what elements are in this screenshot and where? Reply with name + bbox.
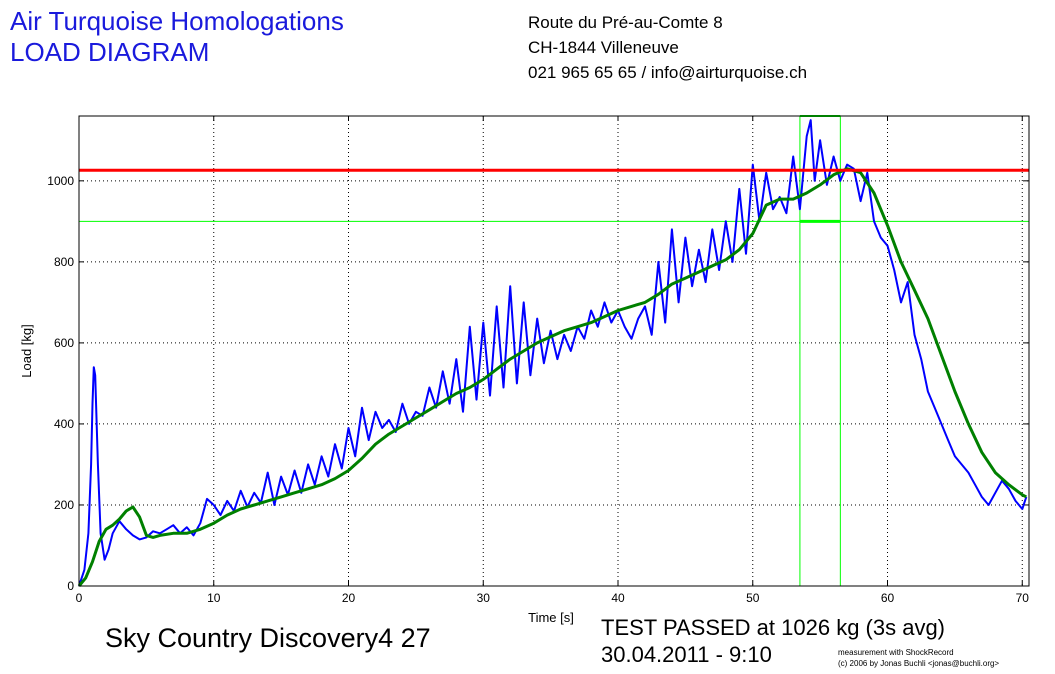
reference-markers [79,115,1029,586]
y-tick-label: 800 [54,255,74,269]
y-tick-label: 200 [54,498,74,512]
y-tick-label: 1000 [47,174,74,188]
x-tick-label: 50 [746,591,760,605]
x-tick-label: 70 [1016,591,1030,605]
title-line-2: LOAD DIAGRAM [10,37,210,67]
address-contact: 021 965 65 65 / info@airturquoise.ch [528,63,808,82]
plot-frame [78,115,1030,587]
y-tick-label: 0 [67,579,74,593]
x-tick-label: 40 [611,591,625,605]
address-block: Route du Pré-au-Comte 8 CH-1844 Villeneu… [528,10,807,85]
series-lines [77,119,1029,587]
test-result: TEST PASSED at 1026 kg (3s avg) 30.04.20… [601,614,945,668]
x-tick-label: 10 [207,591,221,605]
credit-line-2: (c) 2006 by Jonas Buchli <jonas@buchli.o… [838,659,1000,668]
title-line-1: Air Turquoise Homologations [10,6,344,36]
x-tick-label: 20 [342,591,356,605]
y-axis-label: Load [kg] [19,324,34,378]
y-tick-label: 600 [54,336,74,350]
tick-labels: 0 10 20 30 40 50 60 70 0 200 400 600 800 1000 [47,174,1029,605]
x-tick-label: 0 [76,591,83,605]
x-tick-label: 60 [881,591,895,605]
credit-note: measurement with ShockRecord (c) 2006 by… [838,647,999,669]
glider-name: Sky Country Discovery4 27 [105,623,431,653]
x-axis-label: Time [s] [528,610,574,625]
result-status: TEST PASSED at 1026 kg (3s avg) [601,615,946,640]
address-city: CH-1844 Villeneuve [528,38,679,57]
result-timestamp: 30.04.2011 - 9:10 [601,642,772,667]
grid [78,116,1029,587]
raw-load-line [78,119,1028,587]
y-tick-label: 400 [54,417,74,431]
average-load-line [77,167,1027,587]
header-title: Air Turquoise Homologations LOAD DIAGRAM [10,6,344,68]
credit-line-1: measurement with ShockRecord [838,648,954,657]
x-tick-label: 30 [477,591,491,605]
address-street: Route du Pré-au-Comte 8 [528,13,723,32]
